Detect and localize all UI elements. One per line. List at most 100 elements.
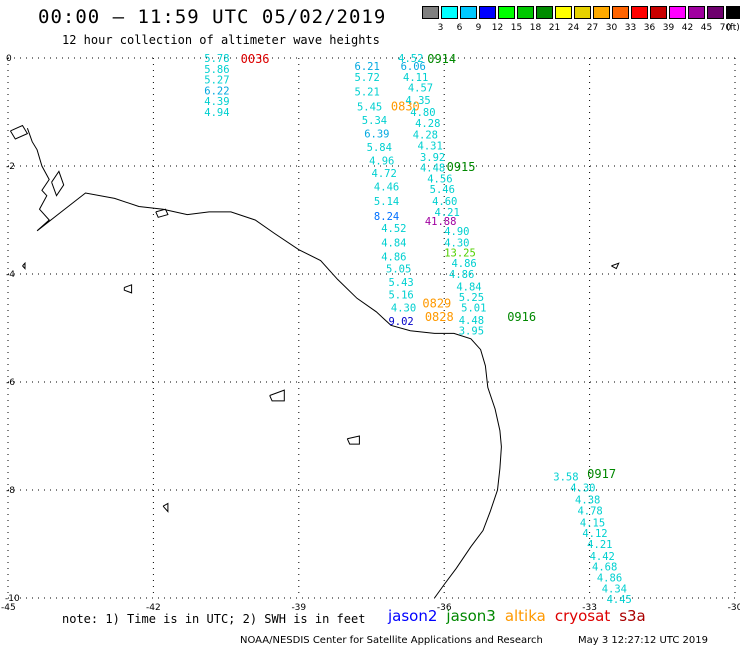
wave-height-value: 4.21	[435, 207, 460, 219]
legend-tick-label: 21	[548, 23, 561, 33]
satellite-name: jason3	[446, 607, 496, 625]
wave-height-value: 4.35	[405, 95, 430, 107]
wave-height-observations: 5.785.865.276.224.394.94 4.52 6.21 6.06 5.72…	[204, 53, 632, 606]
wave-height-value: 4.86	[381, 252, 406, 264]
wave-height-value: 4.86	[451, 258, 476, 270]
wave-height-value: 3.95	[459, 326, 484, 338]
legend-tick-label: 39	[662, 23, 675, 33]
longitude-tick-label: -33	[582, 603, 597, 613]
wave-height-value: 5.05	[386, 264, 411, 276]
island-outline	[155, 208, 169, 218]
wave-height-value: 4.86	[449, 269, 474, 281]
legend-swatch	[536, 6, 553, 19]
legend-swatch	[593, 6, 610, 19]
wave-height-value: 4.30	[391, 302, 416, 314]
wave-height-value: 4.48	[420, 163, 445, 175]
footer-note: note: 1) Time is in UTC; 2) SWH is in fe…	[62, 612, 366, 626]
wave-height-value: 5.16	[388, 290, 413, 302]
legend-swatch	[460, 6, 477, 19]
wave-height-value: 3.92	[420, 152, 445, 164]
legend-swatch	[669, 6, 686, 19]
wave-height-value: 4.48	[459, 315, 484, 327]
wave-height-value: 4.42	[590, 551, 615, 563]
legend-swatch	[422, 6, 439, 19]
wave-height-value: 5.34	[362, 115, 387, 127]
graticule-grid	[7, 57, 736, 599]
wave-height-value: 5.25	[459, 292, 484, 304]
wave-height-value: 4.94	[204, 107, 229, 119]
wave-height-value: 4.39	[204, 96, 229, 108]
wave-height-value: 5.45	[357, 102, 382, 114]
island-outline	[269, 389, 285, 402]
legend-tick-label: 45	[700, 23, 713, 33]
wave-height-value: 5.78	[204, 53, 229, 65]
wave-height-value: 4.68	[592, 562, 617, 574]
wave-height-value: 5.14	[374, 196, 399, 208]
legend-tick-label: 36	[643, 23, 656, 33]
wave-height-value: 6.06	[401, 61, 426, 73]
legend-swatch	[574, 6, 591, 19]
legend-tick-label: 70	[719, 23, 732, 33]
wave-height-value: 41.88	[425, 216, 457, 228]
map-title: 00:00 – 11:59 UTC 05/02/2019	[38, 6, 387, 28]
wave-height-value: 5.01	[461, 302, 486, 314]
wave-height-value: 4.38	[575, 495, 600, 507]
legend-tick-label: 30	[605, 23, 618, 33]
legend-swatch	[517, 6, 534, 19]
legend-swatch	[555, 6, 572, 19]
pass-time-label: 0916	[507, 310, 536, 324]
wave-height-value: 4.56	[427, 173, 452, 185]
pass-time-label: 0036	[241, 52, 270, 66]
island-outline	[162, 502, 169, 513]
wave-height-value: 9.02	[388, 316, 413, 328]
legend-tick-label: 18	[529, 23, 542, 33]
latitude-tick-label: 0	[6, 54, 12, 64]
wave-height-value: 4.84	[456, 281, 481, 293]
wave-height-value: 4.72	[372, 168, 397, 180]
pass-time-label: 0917	[587, 467, 616, 481]
legend-swatch	[612, 6, 629, 19]
island-outline	[22, 261, 26, 270]
latitude-tick-label: -4	[6, 270, 15, 280]
longitude-tick-label: -30	[728, 603, 740, 613]
pass-time-label: 0915	[447, 160, 476, 174]
wave-height-value: 6.22	[204, 85, 229, 97]
latitude-tick-label: -2	[6, 162, 15, 172]
mainland-coastline	[26, 128, 502, 599]
wave-height-value: 5.46	[430, 184, 455, 196]
axis-tick-labels: -45 -42 -39 -36 -33 -30 0 -2 -4 -6 -8 -10	[1, 54, 740, 613]
island-outline	[51, 170, 65, 197]
island-outline	[611, 262, 620, 270]
wave-height-value: 6.39	[364, 129, 389, 141]
wave-height-value: 4.30	[570, 482, 595, 494]
wave-height-value: 4.21	[587, 539, 612, 551]
wave-height-value: 4.52	[381, 223, 406, 235]
latitude-tick-label: -8	[6, 486, 15, 496]
pass-time-label: 0829	[422, 297, 451, 311]
pass-time-label: 0914	[427, 52, 456, 66]
wave-height-value: 5.21	[355, 86, 380, 98]
legend-swatch	[726, 6, 740, 19]
longitude-tick-label: -36	[437, 603, 452, 613]
wave-height-value: 4.31	[418, 140, 443, 152]
generated-timestamp: May 3 12:27:12 UTC 2019	[578, 635, 708, 646]
wave-height-value: 5.72	[355, 72, 380, 84]
map-subtitle: 12 hour collection of altimeter wave hei…	[62, 33, 380, 47]
wave-height-value: 4.52	[398, 53, 423, 65]
legend-tick-label: 27	[586, 23, 599, 33]
legend-tick-label: 33	[624, 23, 637, 33]
wave-height-value: 4.96	[369, 156, 394, 168]
legend-swatch	[498, 6, 515, 19]
wave-height-value: 5.86	[204, 64, 229, 76]
satellite-name: jason2	[388, 607, 438, 625]
satellite-name: altika	[504, 607, 546, 625]
wave-height-value: 4.30	[444, 238, 469, 250]
satellite-name: s3a	[619, 607, 646, 625]
wave-height-value: 4.90	[444, 226, 469, 238]
legend-swatch	[479, 6, 496, 19]
legend-tick-label: 3	[437, 23, 444, 33]
legend-swatch	[707, 6, 724, 19]
coastline	[9, 124, 620, 599]
wave-height-value: 8.24	[374, 211, 399, 223]
